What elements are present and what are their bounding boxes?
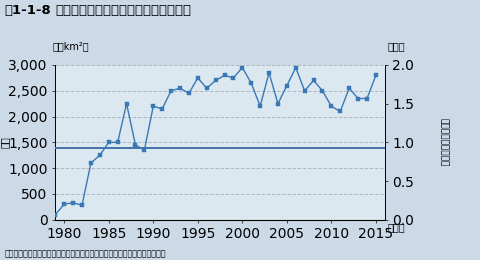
Text: 資料：気象庁「南極オゾンホールの年最大面積の経年変化」より環境省作成: 資料：気象庁「南極オゾンホールの年最大面積の経年変化」より環境省作成 [5, 250, 166, 259]
Text: （年）: （年） [386, 222, 404, 232]
Text: （万km²）: （万km²） [53, 41, 89, 51]
Text: 面積: 面積 [0, 136, 9, 148]
Text: 図1-1-8: 図1-1-8 [5, 4, 51, 17]
Text: 南極上空のオゾンホールの面積の推移: 南極上空のオゾンホールの面積の推移 [55, 4, 191, 17]
Text: （倍）: （倍） [386, 41, 404, 51]
Text: 南極大陸との面積比: 南極大陸との面積比 [439, 118, 448, 167]
